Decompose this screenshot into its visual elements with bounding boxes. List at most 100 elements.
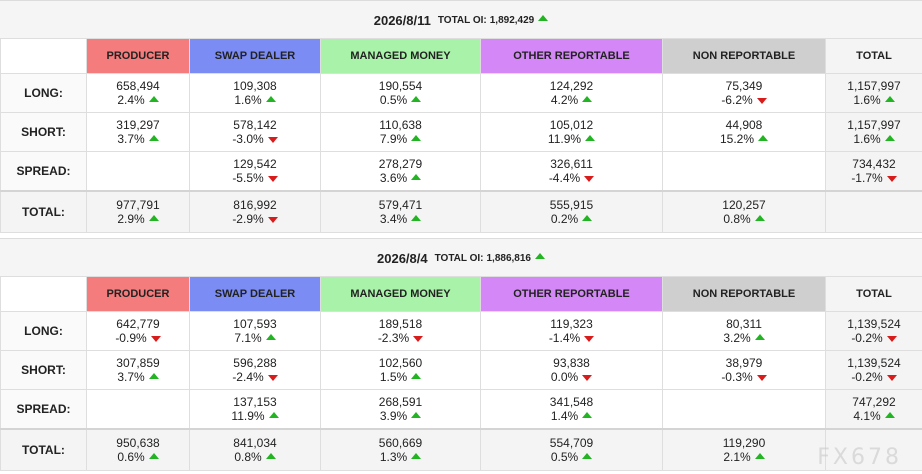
data-cell: 1,157,997 1.6% bbox=[825, 73, 922, 113]
change-percent: 0.8% bbox=[234, 450, 262, 464]
data-cell: 80,311 3.2% bbox=[662, 311, 826, 351]
trend-down-icon bbox=[413, 335, 424, 342]
change-percent: -3.0% bbox=[232, 132, 264, 146]
change-percent: 1.5% bbox=[379, 370, 408, 384]
row-label: SHORT: bbox=[0, 112, 87, 152]
data-cell: 734,432 -1.7% bbox=[825, 151, 922, 192]
change-percent: 15.2% bbox=[719, 132, 755, 146]
positions-table: PRODUCER SWAP DEALER MANAGED MONEY OTHER RE… bbox=[0, 38, 922, 233]
data-cell bbox=[86, 389, 190, 430]
table-row: TOTAL: 977,791 2.9% 816,992 -2.9% 579,471 3.4%… bbox=[0, 190, 922, 233]
position-value: 80,311 bbox=[726, 317, 762, 331]
position-value: 554,709 bbox=[549, 436, 594, 450]
data-cell: 642,779 -0.9% bbox=[86, 311, 190, 351]
change-percent: 2.9% bbox=[117, 212, 145, 226]
data-cell: 560,669 1.3% bbox=[320, 428, 481, 471]
data-cell: 307,859 3.7% bbox=[86, 350, 190, 390]
data-cell: 119,290 2.1% bbox=[662, 428, 826, 471]
position-value: 950,638 bbox=[116, 436, 160, 450]
trend-up-icon bbox=[411, 95, 422, 102]
change-percent: 3.7% bbox=[117, 132, 145, 146]
trend-up-icon bbox=[411, 214, 422, 221]
data-cell bbox=[825, 428, 922, 471]
trend-down-icon bbox=[584, 335, 595, 342]
header-producer: PRODUCER bbox=[86, 276, 190, 312]
trend-up-icon bbox=[754, 452, 765, 459]
trend-up-icon bbox=[582, 95, 593, 102]
table-header-row: PRODUCER SWAP DEALER MANAGED MONEY OTHER RE… bbox=[0, 38, 922, 74]
total-oi-value: 1,886,816 bbox=[486, 252, 532, 264]
change-percent: 2.1% bbox=[723, 450, 751, 464]
position-value: 129,542 bbox=[233, 157, 277, 171]
data-cell bbox=[662, 389, 826, 430]
trend-up-icon bbox=[265, 333, 276, 340]
report-date: 2026/8/11 bbox=[373, 12, 431, 28]
data-cell: 129,542 -5.5% bbox=[189, 151, 321, 192]
data-cell: 1,139,524 -0.2% bbox=[825, 311, 922, 351]
change-percent: -1.7% bbox=[851, 171, 883, 185]
header-swap: SWAP DEALER bbox=[189, 276, 321, 312]
total-oi-value: 1,892,429 bbox=[489, 14, 535, 26]
position-value: 1,157,997 bbox=[847, 118, 901, 132]
header-managed: MANAGED MONEY bbox=[320, 276, 481, 312]
change-percent: 2.4% bbox=[117, 93, 145, 107]
data-cell: 747,292 4.1% bbox=[825, 389, 922, 430]
change-percent: -2.4% bbox=[232, 370, 264, 384]
change-percent: -2.9% bbox=[232, 212, 264, 226]
change-percent: 1.3% bbox=[379, 450, 408, 464]
header-nonrep: NON REPORTABLE bbox=[662, 38, 826, 74]
change-percent: 1.6% bbox=[853, 132, 881, 146]
data-cell: 107,593 7.1% bbox=[189, 311, 321, 351]
data-cell: 554,709 0.5% bbox=[480, 428, 663, 471]
position-value: 268,591 bbox=[378, 395, 423, 409]
change-percent: -0.2% bbox=[851, 331, 883, 345]
position-value: 319,297 bbox=[116, 118, 160, 132]
data-cell: 44,908 15.2% bbox=[662, 112, 826, 152]
change-percent: -6.2% bbox=[721, 93, 753, 107]
data-cell: 137,153 11.9% bbox=[189, 389, 321, 430]
trend-up-icon bbox=[148, 134, 159, 141]
trend-up-icon bbox=[411, 134, 422, 141]
position-value: 734,432 bbox=[852, 157, 896, 171]
row-label: TOTAL: bbox=[0, 428, 87, 471]
trend-up-icon bbox=[411, 173, 422, 180]
data-cell: 555,915 0.2% bbox=[480, 190, 663, 233]
position-value: 1,157,997 bbox=[847, 79, 901, 93]
report-title-bar: 2026/8/4 TOTAL OI: 1,886,816 bbox=[0, 238, 922, 278]
row-label: SHORT: bbox=[0, 350, 87, 390]
position-value: 307,859 bbox=[116, 356, 160, 370]
data-cell: 816,992 -2.9% bbox=[189, 190, 321, 233]
change-percent: 0.8% bbox=[723, 212, 751, 226]
data-cell: 190,554 0.5% bbox=[320, 73, 481, 113]
data-cell: 105,012 11.9% bbox=[480, 112, 663, 152]
data-cell: 120,257 0.8% bbox=[662, 190, 826, 233]
header-nonrep: NON REPORTABLE bbox=[662, 276, 826, 312]
trend-up-icon bbox=[754, 333, 765, 340]
position-value: 560,669 bbox=[378, 436, 423, 450]
trend-up-icon bbox=[411, 411, 422, 418]
data-cell: 75,349 -6.2% bbox=[662, 73, 826, 113]
table-row: LONG: 658,494 2.4% 109,308 1.6% 190,554 0.5% 12… bbox=[0, 73, 922, 113]
trend-down-icon bbox=[886, 175, 897, 182]
trend-down-icon bbox=[756, 374, 767, 381]
position-value: 326,611 bbox=[550, 157, 593, 171]
data-cell: 278,279 3.6% bbox=[320, 151, 481, 192]
position-value: 1,139,524 bbox=[847, 356, 901, 370]
change-percent: 0.6% bbox=[117, 450, 145, 464]
change-percent: 3.2% bbox=[723, 331, 751, 345]
table-row: SPREAD: 129,542 -5.5% 278,279 3.6% 326,611 -4.… bbox=[0, 151, 922, 192]
data-cell: 658,494 2.4% bbox=[86, 73, 190, 113]
change-percent: 1.4% bbox=[550, 409, 579, 423]
change-percent: -1.4% bbox=[548, 331, 581, 345]
position-value: 75,349 bbox=[725, 79, 763, 93]
trend-up-icon bbox=[148, 214, 159, 221]
row-label: LONG: bbox=[0, 73, 87, 113]
position-value: 278,279 bbox=[378, 157, 423, 171]
data-cell: 341,548 1.4% bbox=[480, 389, 663, 430]
trend-up-icon bbox=[582, 411, 593, 418]
change-percent: 11.9% bbox=[231, 409, 265, 423]
position-value: 579,471 bbox=[378, 198, 423, 212]
row-label: LONG: bbox=[0, 311, 87, 351]
position-value: 119,323 bbox=[550, 317, 593, 331]
position-value: 93,838 bbox=[553, 356, 590, 370]
